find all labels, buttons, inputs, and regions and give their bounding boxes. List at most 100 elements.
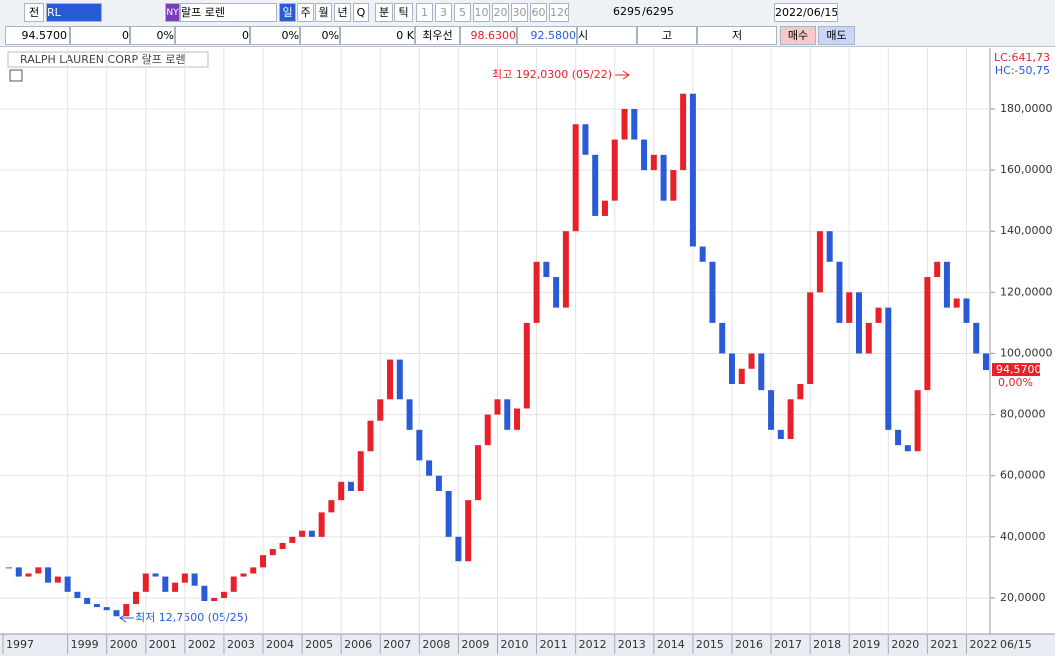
- x-tick-label: 2006: [344, 638, 372, 651]
- quote-bar: 94.5700 0 0% 0 0% 0% 0 K 최우선 98.6300 92.5800 시 고 저 매수…: [0, 25, 1055, 47]
- toolbar-item[interactable]: 6295: [613, 5, 641, 18]
- toolbar-item[interactable]: 월: [315, 3, 332, 22]
- toolbar-item[interactable]: 전: [24, 3, 44, 22]
- candle: [426, 460, 433, 476]
- candle: [943, 261, 950, 308]
- candle: [484, 414, 491, 446]
- toolbar-item[interactable]: 매수: [780, 26, 816, 45]
- candle: [260, 555, 267, 568]
- toolbar-item[interactable]: 2022/06/15: [774, 3, 838, 22]
- toolbar-item[interactable]: 5: [454, 3, 471, 22]
- toolbar-item: 최우선: [415, 26, 460, 45]
- candle: [523, 322, 530, 409]
- candle: [865, 322, 872, 354]
- toolbar-item[interactable]: 1: [416, 3, 433, 22]
- y-tick-label: 80,0000: [1000, 408, 1046, 421]
- toolbar-item[interactable]: 120: [549, 3, 569, 22]
- candle: [826, 231, 833, 262]
- candle: [54, 576, 61, 583]
- candle: [641, 139, 648, 171]
- toolbar-item[interactable]: 틱: [394, 3, 413, 22]
- x-tick-label: 2001: [149, 638, 177, 651]
- candle: [934, 261, 941, 278]
- candle: [807, 292, 814, 385]
- toolbar-item: 고: [637, 26, 697, 45]
- candle: [562, 231, 569, 308]
- candle: [787, 399, 794, 440]
- candle: [455, 536, 462, 562]
- toolbar-item[interactable]: RL: [46, 3, 102, 22]
- toolbar-item: 0: [175, 26, 250, 45]
- candle: [582, 124, 589, 155]
- candle: [650, 154, 657, 171]
- candle: [533, 261, 540, 323]
- toolbar-item[interactable]: 3: [435, 3, 452, 22]
- candle: [308, 530, 315, 537]
- candle: [504, 399, 511, 430]
- candle: [367, 420, 374, 452]
- toolbar-item[interactable]: 매도: [818, 26, 855, 45]
- toolbar-item: 저: [697, 26, 777, 45]
- legend-box: [7, 51, 209, 68]
- x-tick-label: 2019: [852, 638, 880, 651]
- toolbar-item[interactable]: 분: [375, 3, 393, 22]
- toolbar-item[interactable]: 일: [279, 3, 296, 22]
- candle: [45, 567, 52, 583]
- toolbar-item: 0%: [300, 26, 340, 45]
- candle: [93, 604, 100, 608]
- candle: [250, 567, 257, 574]
- candle: [631, 108, 638, 140]
- y-tick-label: 40,0000: [1000, 530, 1046, 543]
- candle: [983, 353, 989, 371]
- lc-label: LC:641,73: [994, 51, 1050, 64]
- candle: [601, 200, 608, 216]
- toolbar-item[interactable]: 20: [492, 3, 509, 22]
- toolbar-item[interactable]: 년: [334, 3, 351, 22]
- x-tick-label: 2007: [383, 638, 411, 651]
- candle: [758, 353, 765, 391]
- candle: [748, 353, 755, 369]
- toolbar-item: 0%: [130, 26, 175, 45]
- toolbar-item[interactable]: 60: [530, 3, 547, 22]
- toolbar-item: 98.6300: [460, 26, 517, 45]
- candle: [836, 261, 843, 323]
- toolbar-item[interactable]: /6295: [642, 5, 674, 18]
- candle: [680, 93, 687, 171]
- candle: [6, 567, 12, 569]
- x-tick-label: 1997: [6, 638, 34, 651]
- x-tick-label: 2003: [227, 638, 255, 651]
- last-price-label: 94,5700: [996, 363, 1042, 376]
- toolbar-item[interactable]: 30: [511, 3, 528, 22]
- candle: [953, 298, 960, 308]
- candle: [465, 500, 472, 562]
- y-tick-label: 180,0000: [1000, 102, 1053, 115]
- x-tick-label: 2009: [461, 638, 489, 651]
- toolbar-item: 시: [577, 26, 637, 45]
- toolbar-item[interactable]: 10: [473, 3, 490, 22]
- candle: [406, 399, 413, 430]
- x-tick-label: 2016: [735, 638, 763, 651]
- candle: [689, 93, 696, 247]
- x-tick-label: 2013: [618, 638, 646, 651]
- candle: [719, 322, 726, 354]
- toolbar-item[interactable]: NY: [165, 3, 180, 22]
- chart: RALPH LAUREN CORP 랄프 로렌 LC:641,73 HC:-50…: [0, 48, 1055, 656]
- toolbar-item: 0: [70, 26, 130, 45]
- toolbar-item[interactable]: 랄프 로렌: [180, 3, 277, 22]
- candle: [514, 408, 521, 430]
- candle: [543, 261, 550, 278]
- candle: [895, 429, 902, 446]
- x-tick-label: 2004: [266, 638, 294, 651]
- toolbar-item[interactable]: Q: [353, 3, 369, 22]
- candle: [181, 573, 188, 583]
- candle: [152, 573, 159, 577]
- x-tick-label: 2017: [774, 638, 802, 651]
- candle: [279, 542, 286, 550]
- candle: [797, 384, 804, 400]
- candle: [84, 597, 91, 605]
- y-tick-label: 160,0000: [1000, 163, 1053, 176]
- candle: [172, 582, 179, 592]
- x-tick-label: 2018: [813, 638, 841, 651]
- candle: [191, 573, 198, 586]
- toolbar-item[interactable]: 주: [297, 3, 314, 22]
